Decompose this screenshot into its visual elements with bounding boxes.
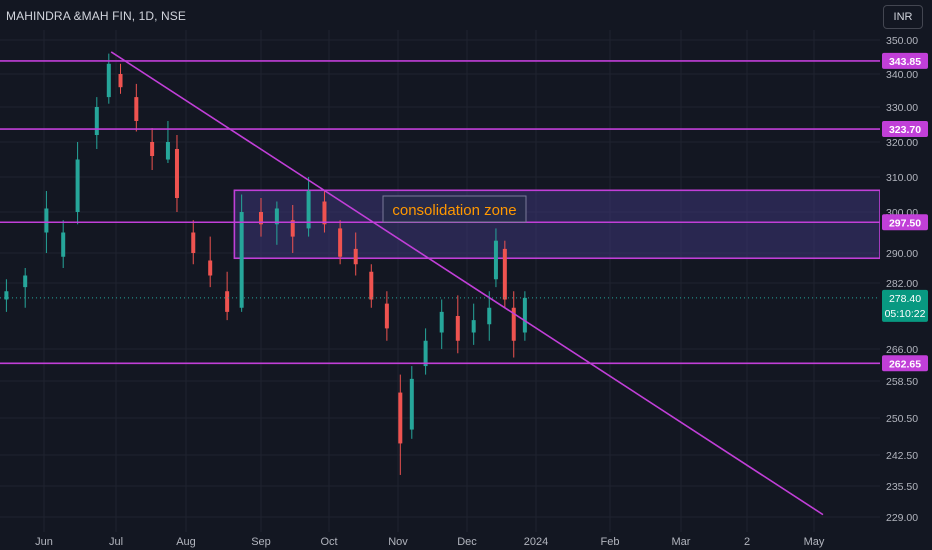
candle-body <box>208 260 213 276</box>
x-tick-label: Jul <box>109 536 123 548</box>
candle-body <box>369 271 374 300</box>
x-tick-label: 2 <box>744 536 750 548</box>
candle-body <box>338 228 343 257</box>
downtrend-line <box>110 51 824 516</box>
candle-body <box>511 307 516 341</box>
candle-body <box>353 248 358 265</box>
x-tick-label: Jun <box>35 536 53 548</box>
y-tick-label: 266.00 <box>886 344 918 356</box>
candle-body <box>259 212 263 225</box>
candle-body <box>493 240 498 280</box>
x-tick-label: Dec <box>457 536 477 548</box>
countdown-label: 05:10:22 <box>885 308 926 320</box>
level-badge-label: 262.65 <box>889 358 921 370</box>
candle-body <box>384 303 389 329</box>
currency-button[interactable]: INR <box>883 5 923 29</box>
y-tick-label: 250.50 <box>886 413 918 425</box>
y-tick-label: 330.00 <box>886 102 918 114</box>
candle-body <box>239 212 244 308</box>
x-tick-label: May <box>804 536 825 548</box>
y-tick-label: 235.50 <box>886 481 918 493</box>
candle-body <box>306 191 311 229</box>
candle-body <box>134 97 139 121</box>
candle-body <box>409 378 414 430</box>
level-badge-label: 323.70 <box>889 124 921 136</box>
candle-body <box>398 392 403 444</box>
last-price-label: 278.40 <box>889 293 921 305</box>
candle-body <box>165 142 170 160</box>
consolidation-zone-box <box>233 189 881 260</box>
y-tick-label: 242.50 <box>886 450 918 462</box>
candle-body <box>75 159 80 212</box>
level-badge <box>882 121 928 138</box>
candle-body <box>455 316 460 341</box>
candle-body <box>274 208 279 225</box>
candle-body <box>191 232 196 253</box>
level-badge <box>882 52 928 69</box>
x-tick-label: Feb <box>601 536 620 548</box>
candle-body <box>106 63 111 98</box>
candle-body <box>23 275 28 288</box>
level-badge-label: 297.50 <box>889 217 921 229</box>
candle-body <box>118 74 123 88</box>
candle-body <box>225 291 230 312</box>
candle-body <box>174 149 179 198</box>
candle-body <box>44 208 49 233</box>
candle-body <box>502 248 507 300</box>
x-tick-label: Mar <box>672 536 691 548</box>
x-tick-label: 2024 <box>524 536 548 548</box>
time-axis <box>0 532 880 550</box>
level-badge-label: 343.85 <box>889 56 921 68</box>
candle-body <box>4 291 9 300</box>
candle-body <box>487 307 492 325</box>
candle-body <box>522 297 527 333</box>
chart-title: MAHINDRA &MAH FIN, 1D, NSE <box>6 9 186 23</box>
last-price-badge <box>882 289 928 322</box>
candle-body <box>61 232 66 257</box>
candle-body <box>322 201 327 225</box>
candle-body <box>94 107 99 135</box>
annotation-box <box>382 195 527 223</box>
y-tick-label: 282.00 <box>886 278 918 290</box>
y-tick-label: 340.00 <box>886 69 918 81</box>
x-tick-label: Sep <box>251 536 271 548</box>
candle-body <box>150 142 155 156</box>
y-tick-label: 310.00 <box>886 172 918 184</box>
x-tick-label: Aug <box>176 536 196 548</box>
y-tick-label: 258.50 <box>886 376 918 388</box>
candle-body <box>439 311 444 333</box>
candle-body <box>290 220 295 237</box>
candle-body <box>471 320 476 333</box>
y-tick-label: 320.00 <box>886 137 918 149</box>
y-tick-label: 229.00 <box>886 512 918 524</box>
y-tick-label: 290.00 <box>886 248 918 260</box>
x-tick-label: Oct <box>320 536 337 548</box>
candle-body <box>423 340 428 367</box>
x-tick-label: Nov <box>388 536 408 548</box>
level-badge <box>882 355 928 372</box>
annotation-label: consolidation zone <box>392 202 516 219</box>
level-badge <box>882 214 928 231</box>
y-tick-label: 350.00 <box>886 35 918 47</box>
